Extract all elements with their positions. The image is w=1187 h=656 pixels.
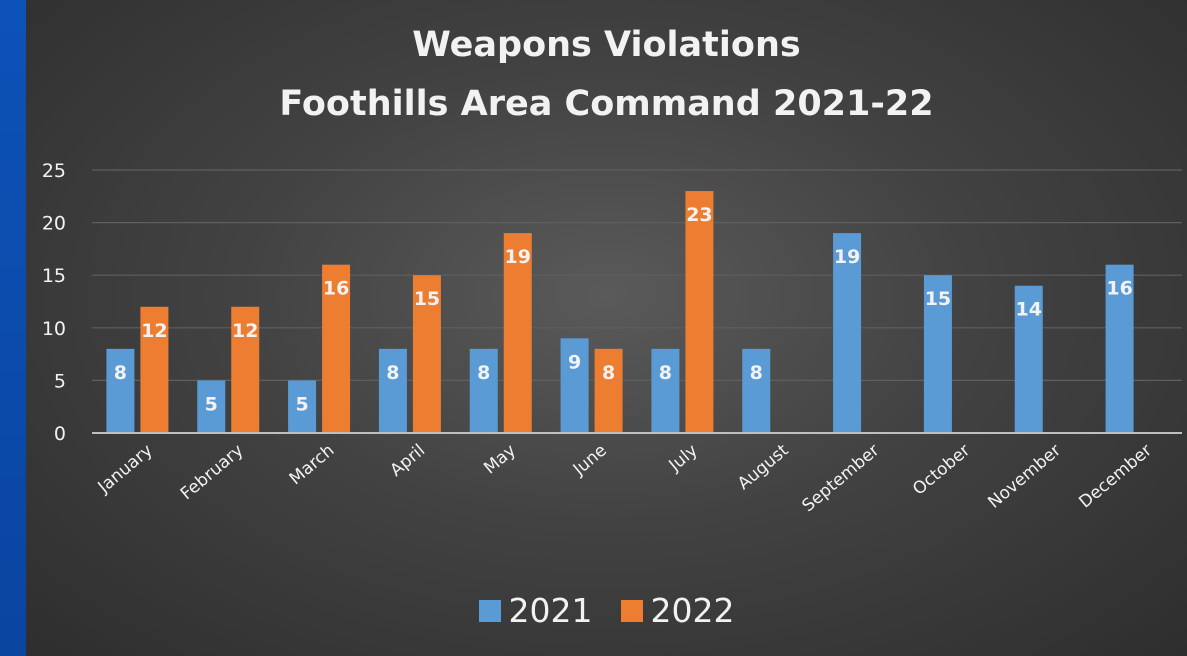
- legend-swatch-2022: [620, 599, 643, 622]
- x-tick-label: October: [909, 441, 974, 500]
- x-tick-label: September: [798, 441, 883, 517]
- bar-2021-november: [1014, 285, 1043, 433]
- data-label: 5: [205, 393, 218, 415]
- left-accent-stripe: [0, 0, 26, 656]
- data-label: 16: [1106, 278, 1132, 300]
- data-label: 9: [568, 351, 581, 373]
- bar-2021-july: [651, 348, 680, 433]
- bar-2021-january: [106, 348, 135, 433]
- bar-2021-october: [923, 275, 952, 433]
- bar-2022-june: [594, 348, 623, 433]
- data-label: 14: [1016, 299, 1042, 321]
- bar-2021-february: [197, 380, 226, 433]
- bar-2022-march: [322, 264, 351, 433]
- data-label: 5: [295, 393, 308, 415]
- chart-title: Weapons Violations: [412, 25, 801, 65]
- legend-swatch-2021: [478, 599, 501, 622]
- x-tick-label: November: [984, 441, 1065, 513]
- y-tick-label: 0: [54, 423, 66, 445]
- y-tick-label: 15: [42, 265, 66, 287]
- data-label: 19: [505, 246, 531, 268]
- bar-2021-december: [1105, 264, 1134, 433]
- legend-label-2022: 2022: [650, 591, 735, 630]
- x-tick-label: May: [480, 441, 520, 479]
- x-tick-label: April: [387, 441, 430, 481]
- bar-2021-june: [560, 338, 589, 433]
- bar-2022-may: [503, 233, 532, 433]
- x-tick-label: March: [286, 441, 339, 490]
- data-label: 8: [659, 362, 672, 384]
- data-label: 8: [114, 362, 127, 384]
- x-tick-label: January: [94, 441, 157, 498]
- data-label: 19: [834, 246, 860, 268]
- bar-2021-april: [378, 348, 407, 433]
- bar-2022-july: [685, 191, 714, 433]
- data-label: 8: [750, 362, 763, 384]
- data-label: 12: [232, 320, 258, 342]
- legend-item-2021: 2021: [478, 591, 593, 630]
- data-label: 12: [141, 320, 167, 342]
- bar-2021-august: [742, 348, 771, 433]
- y-tick-label: 5: [54, 370, 66, 392]
- x-tick-label: August: [734, 440, 793, 494]
- data-label: 23: [686, 204, 712, 226]
- bar-2022-february: [231, 306, 260, 433]
- data-label: 8: [477, 362, 490, 384]
- bar-2022-january: [140, 306, 169, 433]
- bar-2021-march: [288, 380, 317, 433]
- x-tick-label: June: [569, 441, 611, 481]
- x-tick-label: February: [177, 441, 248, 505]
- legend-label-2021: 2021: [508, 591, 593, 630]
- data-label: 15: [925, 288, 951, 310]
- bar-2022-april: [412, 275, 441, 433]
- legend-item-2022: 2022: [620, 591, 735, 630]
- data-label: 8: [602, 362, 615, 384]
- data-label: 16: [323, 278, 349, 300]
- x-tick-label: December: [1075, 441, 1155, 513]
- chart-subtitle: Foothills Area Command 2021-22: [279, 84, 934, 124]
- data-label: 8: [386, 362, 399, 384]
- bar-2021-september: [833, 233, 862, 433]
- bar-2021-may: [469, 348, 498, 433]
- data-label: 15: [414, 288, 440, 310]
- legend: 2021 2022: [26, 591, 1187, 630]
- y-tick-label: 25: [42, 160, 66, 182]
- x-tick-label: July: [665, 441, 702, 477]
- y-tick-label: 20: [42, 213, 66, 235]
- y-tick-label: 10: [42, 318, 66, 340]
